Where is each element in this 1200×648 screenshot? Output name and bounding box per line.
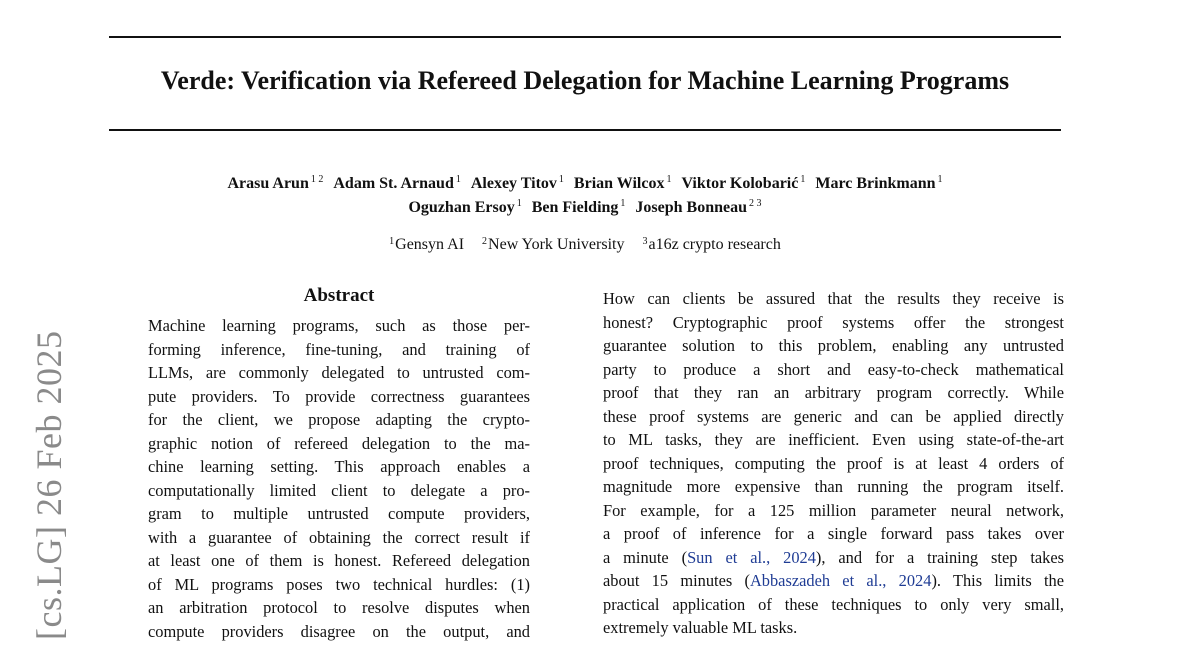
author-affiliation-mark: 1 — [558, 174, 564, 185]
affiliation-name: a16z crypto research — [648, 236, 781, 253]
text-line: honest? Cryptographic proof systems offe… — [603, 311, 1064, 335]
text-line: for the client, we propose adapting the … — [148, 410, 530, 429]
text-line: a minute (Sun et al., 2024), and for a t… — [603, 546, 1064, 570]
affiliation-mark: 2 — [482, 236, 488, 247]
author-name: Ben Fielding — [531, 199, 619, 216]
text-line: For example, for a 125 million parameter… — [603, 499, 1064, 523]
text-line: pute providers. To provide correctness g… — [148, 386, 530, 406]
author-name: Marc Brinkmann — [815, 175, 936, 192]
text: guarantee solution to this problem, enab… — [603, 336, 1064, 355]
text-line: guarantee solution to this problem, enab… — [603, 334, 1064, 358]
text: proof that they ran an arbitrary program… — [603, 383, 1064, 402]
author-affiliation-mark: 1 — [516, 198, 522, 209]
author-affiliation-mark: 2 3 — [749, 198, 762, 209]
text-line: a proof of inference for a single forwar… — [603, 522, 1064, 546]
text: a minute ( — [603, 547, 688, 567]
intro-body: How can clients be assured that the resu… — [603, 287, 1064, 640]
top-rule — [109, 36, 1061, 38]
author-affiliation-mark: 1 — [800, 174, 806, 185]
citation-link[interactable]: Sun et al., 2024 — [687, 547, 816, 567]
author: Adam St. Arnaud 1 — [333, 174, 461, 192]
author-name: Oguzhan Ersoy — [408, 199, 515, 216]
text-line: gram to multiple untrusted compute provi… — [148, 504, 530, 523]
text-line: proof that they ran an arbitrary program… — [603, 381, 1064, 405]
text-line: at least one of them is honest. Refereed… — [148, 551, 530, 570]
author: Alexey Titov 1 — [470, 174, 564, 192]
author: Brian Wilcox 1 — [573, 174, 672, 192]
text: magnitude more expensive than running th… — [603, 477, 1064, 496]
text-line: these proof systems are generic and can … — [603, 405, 1064, 429]
author-name: Joseph Bonneau — [635, 199, 748, 216]
text: practical application of these technique… — [603, 594, 1064, 614]
author-list: Arasu Arun 1 2 Adam St. Arnaud 1 Alexey Tito… — [0, 174, 1170, 193]
text: about 15 minutes ( — [603, 571, 750, 590]
author-affiliation-mark: 1 — [937, 174, 943, 185]
text: extremely valuable ML tasks. — [603, 618, 798, 637]
text-line: extremely valuable ML tasks. — [603, 616, 1064, 640]
text-line: magnitude more expensive than running th… — [603, 475, 1064, 499]
text-line: party to produce a short and easy-to-che… — [603, 358, 1064, 382]
text-line: about 15 minutes (Abbaszadeh et al., 202… — [603, 569, 1064, 593]
text-line: an arbitration protocol to resolve dispu… — [148, 598, 530, 617]
author: Oguzhan Ersoy 1 — [408, 198, 522, 216]
affiliation: 3a16z crypto research — [642, 236, 780, 253]
affiliation-name: New York University — [488, 236, 625, 253]
author-affiliation-mark: 1 — [455, 174, 461, 185]
author-name: Viktor Kolobarić — [681, 175, 799, 192]
text-line: of ML programs poses two technical hurdl… — [148, 574, 530, 594]
author-affiliation-mark: 1 — [666, 174, 672, 185]
text-line: proof techniques, computing the proof is… — [603, 452, 1064, 476]
text-line: forming inference, fine-tuning, and trai… — [148, 339, 530, 359]
affiliation-mark: 3 — [642, 236, 648, 247]
affiliation: 2New York University — [482, 236, 624, 253]
text: to ML tasks, they are inefficient. Even … — [603, 430, 1064, 449]
paper-title: Verde: Verification via Refereed Delegat… — [160, 66, 1010, 95]
author: Marc Brinkmann 1 — [815, 174, 943, 192]
text-line: computationally limited client to delega… — [148, 480, 530, 500]
affiliation-mark: 1 — [389, 236, 395, 247]
author-name: Adam St. Arnaud — [333, 175, 454, 192]
text-line: practical application of these technique… — [603, 593, 1064, 617]
author-name: Alexey Titov — [470, 175, 557, 192]
text: ), and for a training step takes — [815, 547, 1065, 567]
text-line: compute providers disagree on the output… — [148, 621, 530, 641]
text: proof techniques, computing the proof is… — [603, 453, 1064, 473]
text-line: with a guarantee of obtaining the correc… — [148, 527, 530, 547]
text: a proof of inference for a single forwar… — [603, 524, 1064, 543]
text-line: LLMs, are commonly delegated to untruste… — [148, 363, 530, 382]
abstract-body: Machine learning programs, such as those… — [148, 314, 530, 643]
author: Ben Fielding 1 — [531, 198, 626, 216]
arxiv-stamp: [cs.LG] 26 Feb 2025 — [29, 330, 69, 640]
bottom-rule — [109, 129, 1061, 131]
author: Viktor Kolobarić 1 — [681, 174, 806, 192]
text: honest? Cryptographic proof systems offe… — [603, 312, 1064, 332]
author: Arasu Arun 1 2 — [227, 174, 324, 192]
text-line: graphic notion of refereed delegation to… — [148, 433, 530, 453]
affiliation-name: Gensyn AI — [395, 236, 465, 253]
author-list: Oguzhan Ersoy 1 Ben Fielding 1 Joseph Bonnea… — [0, 198, 1170, 217]
affiliations: 1Gensyn AI 2New York University 3a16z cryp… — [0, 236, 1170, 254]
text-line: Machine learning programs, such as those… — [148, 316, 530, 335]
author: Joseph Bonneau 2 3 — [635, 198, 762, 216]
text-line: chine learning setting. This approach en… — [148, 457, 530, 476]
text: How can clients be assured that the resu… — [603, 289, 1064, 308]
author-affiliation-mark: 1 — [620, 198, 626, 209]
affiliation: 1Gensyn AI — [389, 236, 464, 253]
text: ). This limits the — [931, 571, 1064, 590]
text: these proof systems are generic and can … — [603, 406, 1064, 426]
author-affiliation-mark: 1 2 — [310, 174, 324, 185]
text-line: to ML tasks, they are inefficient. Even … — [603, 428, 1064, 452]
author-name: Brian Wilcox — [573, 175, 665, 192]
text: For example, for a 125 million parameter… — [603, 500, 1064, 520]
abstract-heading: Abstract — [303, 285, 375, 306]
citation-link[interactable]: Abbaszadeh et al., 2024 — [749, 571, 932, 590]
text-line: How can clients be assured that the resu… — [603, 287, 1064, 311]
text: party to produce a short and easy-to-che… — [603, 359, 1064, 379]
author-name: Arasu Arun — [227, 175, 309, 192]
